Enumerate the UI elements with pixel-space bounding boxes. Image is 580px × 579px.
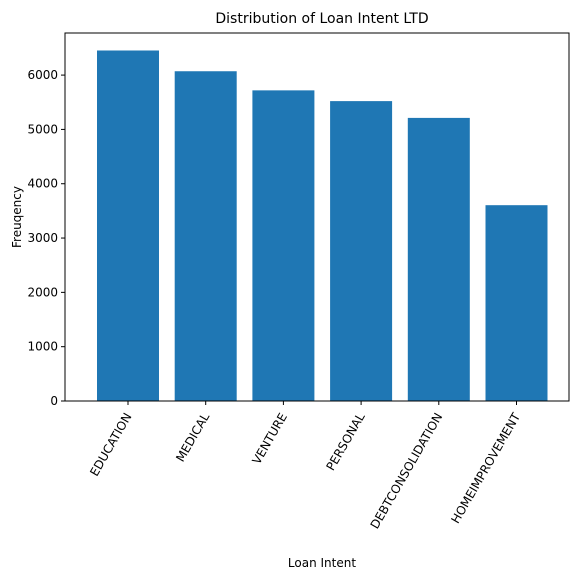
y-axis: 0 1000 2000 3000 4000 5000 6000 <box>27 68 65 408</box>
y-tick-label: 3000 <box>27 231 58 245</box>
bar-homeimprovement <box>485 205 548 401</box>
x-tick-label: DEBTCONSOLIDATION <box>368 411 446 532</box>
x-tick-label: MEDICAL <box>173 410 212 464</box>
bar-education <box>97 50 159 402</box>
y-tick-label: 5000 <box>27 122 58 136</box>
x-tick-label: EDUCATION <box>87 411 134 479</box>
y-tick-label: 4000 <box>27 177 58 191</box>
plot-frame <box>64 32 570 402</box>
y-tick-label: 1000 <box>27 340 58 354</box>
y-tick-label: 6000 <box>27 68 58 82</box>
x-tick-label: HOMEIMPROVEMENT <box>448 410 523 526</box>
bars-group <box>97 50 548 402</box>
chart-title: Distribution of Loan Intent LTD <box>215 11 428 27</box>
bar-debtconsolidation <box>407 117 470 401</box>
bar-medical <box>174 71 237 401</box>
y-axis-label: Freuqency <box>10 186 24 248</box>
bar-venture <box>252 90 315 401</box>
y-tick-label: 0 <box>50 394 58 408</box>
x-tick-label: VENTURE <box>249 411 290 467</box>
x-axis: EDUCATION MEDICAL VENTURE PERSONAL DEBTCONSO… <box>87 401 523 531</box>
y-tick-label: 2000 <box>27 285 58 299</box>
x-axis-label: Loan Intent <box>288 556 356 570</box>
bar-personal <box>330 101 393 401</box>
x-tick-label: PERSONAL <box>324 410 368 473</box>
